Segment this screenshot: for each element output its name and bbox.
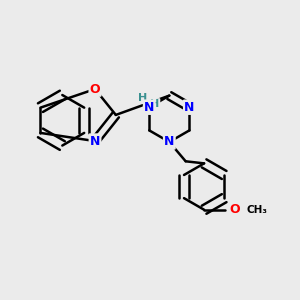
Text: CH₃: CH₃ bbox=[246, 205, 267, 215]
Text: O: O bbox=[90, 82, 100, 96]
Text: N: N bbox=[164, 136, 175, 148]
Text: N: N bbox=[144, 101, 154, 114]
Text: O: O bbox=[230, 203, 240, 216]
Text: N: N bbox=[90, 135, 100, 148]
Text: H: H bbox=[150, 99, 159, 109]
Text: N: N bbox=[184, 101, 195, 114]
Text: H: H bbox=[138, 93, 147, 103]
